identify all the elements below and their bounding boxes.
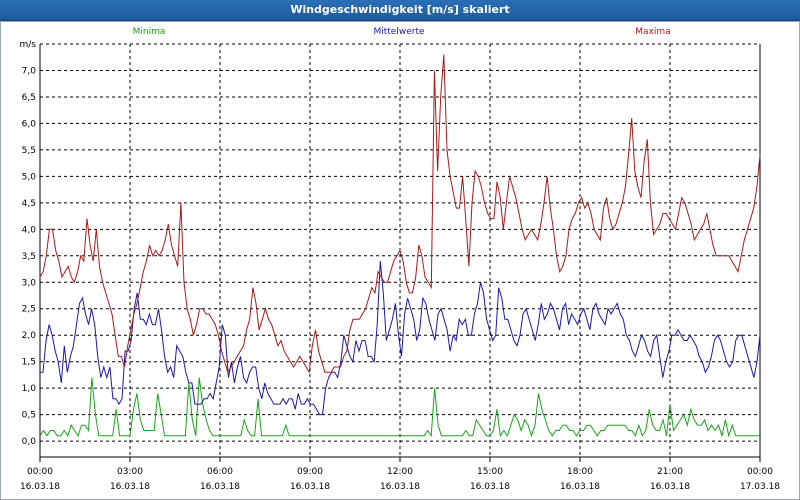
x-tick-time: 09:00 <box>297 467 323 477</box>
y-tick-label: 0,0 <box>22 437 37 447</box>
y-tick-label: 0,5 <box>22 411 36 421</box>
x-tick-time: 00:00 <box>747 467 773 477</box>
legend-maxima: Maxima <box>635 27 670 37</box>
chart-frame: 0,0 0,5 1,0 1,5 2,0 2,5 3,0 3,5 4,0 4,5 5,0 5,5 6,0 6… <box>0 21 800 500</box>
x-tick-time: 12:00 <box>387 467 413 477</box>
chart-title: Windgeschwindigkeit [m/s] skaliert <box>290 3 510 16</box>
x-tick-date: 16.03.18 <box>200 482 240 492</box>
y-tick-label: 3,5 <box>22 252 36 262</box>
x-tick-time: 03:00 <box>117 467 143 477</box>
y-tick-label: 7,0 <box>22 66 37 76</box>
chart-title-bar: Windgeschwindigkeit [m/s] skaliert <box>0 0 800 21</box>
x-tick-date: 16.03.18 <box>650 482 690 492</box>
y-tick-label: 4,5 <box>22 199 36 209</box>
series-line-minima <box>39 377 760 438</box>
series-line-maxima <box>39 54 761 374</box>
x-tick-time: 06:00 <box>207 467 233 477</box>
y-tick-label: 1,0 <box>22 384 37 394</box>
series-line-mittelwerte <box>40 261 761 416</box>
x-tick-date: 16.03.18 <box>470 482 510 492</box>
x-tick-date: 16.03.18 <box>380 482 420 492</box>
x-tick-time: 21:00 <box>657 467 683 477</box>
y-tick-label: 2,0 <box>22 331 37 341</box>
y-tick-label: 6,5 <box>22 93 36 103</box>
y-tick-label: 4,0 <box>22 225 37 235</box>
x-tick-date: 16.03.18 <box>560 482 600 492</box>
y-tick-label: 5,5 <box>22 146 36 156</box>
x-tick-time: 18:00 <box>567 467 593 477</box>
x-tick-date: 16.03.18 <box>20 482 60 492</box>
x-tick-date: 16.03.18 <box>110 482 150 492</box>
legend-minima: Minima <box>133 27 166 37</box>
y-tick-label: 6,0 <box>22 119 37 129</box>
y-tick-label: 1,5 <box>22 358 36 368</box>
legend-mittelwerte: Mittelwerte <box>373 27 424 37</box>
line-chart: 0,0 0,5 1,0 1,5 2,0 2,5 3,0 3,5 4,0 4,5 5,0 5,5 6,0 6… <box>20 27 781 492</box>
y-axis-label: m/s <box>20 40 37 50</box>
x-tick-date: 16.03.18 <box>290 482 330 492</box>
y-tick-label: 5,0 <box>22 172 37 182</box>
x-tick-time: 15:00 <box>477 467 503 477</box>
y-tick-label: 3,0 <box>22 278 37 288</box>
x-tick-date: 17.03.18 <box>740 482 780 492</box>
x-tick-time: 00:00 <box>27 467 53 477</box>
y-tick-label: 2,5 <box>22 305 36 315</box>
